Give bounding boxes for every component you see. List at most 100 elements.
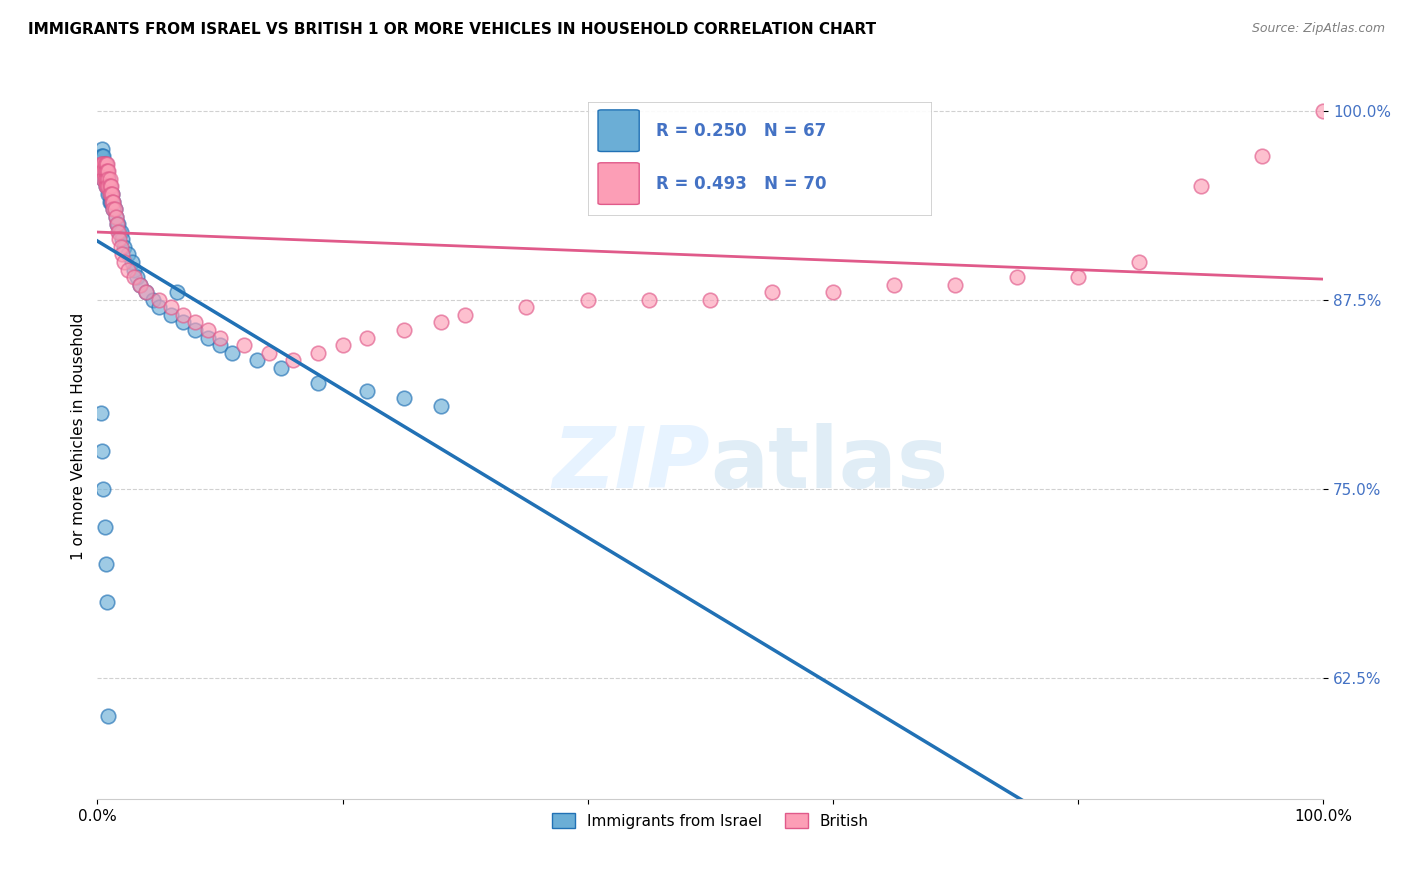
Point <box>166 285 188 300</box>
Point <box>93 164 115 178</box>
Point <box>97 186 120 201</box>
Point <box>129 277 152 292</box>
Point <box>93 157 115 171</box>
Point <box>105 217 128 231</box>
Point <box>270 360 292 375</box>
Y-axis label: 1 or more Vehicles in Household: 1 or more Vehicles in Household <box>72 312 86 559</box>
Point <box>94 558 117 572</box>
Point <box>257 345 280 359</box>
Point <box>111 247 134 261</box>
Point <box>141 293 163 307</box>
Point <box>103 194 125 209</box>
Point <box>184 323 207 337</box>
Point <box>103 202 125 216</box>
Point <box>93 164 115 178</box>
Point <box>98 171 121 186</box>
Point <box>105 217 128 231</box>
Point <box>1005 270 1028 285</box>
Point <box>91 164 114 178</box>
Point <box>148 301 170 315</box>
Point <box>638 293 661 307</box>
Point <box>576 293 599 307</box>
Point <box>93 157 115 171</box>
Point <box>103 202 125 216</box>
Point <box>93 149 115 163</box>
Text: atlas: atlas <box>710 424 949 507</box>
Point <box>148 293 170 307</box>
Point <box>1189 179 1212 194</box>
Point <box>98 186 121 201</box>
Point <box>98 179 121 194</box>
Point <box>454 308 477 322</box>
Point <box>103 194 125 209</box>
Point <box>112 255 135 269</box>
Point <box>107 217 129 231</box>
Point <box>121 255 143 269</box>
Point <box>356 330 378 344</box>
Point <box>184 316 207 330</box>
Point <box>97 171 120 186</box>
Point <box>392 323 415 337</box>
Point <box>97 164 120 178</box>
Point <box>101 194 124 209</box>
Point <box>94 157 117 171</box>
Point <box>821 285 844 300</box>
Point <box>1067 270 1090 285</box>
Point <box>104 210 127 224</box>
Point <box>93 171 115 186</box>
Point <box>392 391 415 405</box>
Point <box>135 285 157 300</box>
Point <box>172 316 194 330</box>
Point <box>111 232 134 246</box>
Point <box>90 157 112 171</box>
Point <box>97 171 120 186</box>
Point <box>1128 255 1150 269</box>
Point <box>91 157 114 171</box>
Point <box>1251 149 1274 163</box>
Point <box>93 482 115 496</box>
Point <box>94 171 117 186</box>
Point <box>91 444 114 458</box>
Point <box>98 194 121 209</box>
Point <box>122 270 145 285</box>
Point <box>94 171 117 186</box>
Point <box>110 225 132 239</box>
Point <box>97 179 120 194</box>
Point <box>96 179 118 194</box>
Point <box>93 171 115 186</box>
Point <box>93 164 115 178</box>
Point <box>221 345 243 359</box>
Point <box>93 157 115 171</box>
Point <box>97 179 120 194</box>
Legend: Immigrants from Israel, British: Immigrants from Israel, British <box>546 806 875 835</box>
Point <box>96 164 118 178</box>
Point <box>93 157 115 171</box>
Point <box>94 179 117 194</box>
Point <box>96 164 118 178</box>
Point <box>117 247 139 261</box>
Point <box>699 293 721 307</box>
Point <box>90 157 112 171</box>
Text: Source: ZipAtlas.com: Source: ZipAtlas.com <box>1251 22 1385 36</box>
Text: ZIP: ZIP <box>553 424 710 507</box>
Point <box>96 179 118 194</box>
Point <box>1312 103 1334 118</box>
Point <box>761 285 783 300</box>
Point <box>246 353 269 368</box>
Point <box>108 232 131 246</box>
Point <box>96 171 118 186</box>
Point <box>945 277 967 292</box>
Point <box>110 240 132 254</box>
Point <box>94 179 117 194</box>
Point <box>332 338 354 352</box>
Point <box>96 157 118 171</box>
Point <box>101 186 124 201</box>
Text: IMMIGRANTS FROM ISRAEL VS BRITISH 1 OR MORE VEHICLES IN HOUSEHOLD CORRELATION CH: IMMIGRANTS FROM ISRAEL VS BRITISH 1 OR M… <box>28 22 876 37</box>
Point <box>112 240 135 254</box>
Point <box>100 186 122 201</box>
Point <box>356 384 378 398</box>
Point <box>307 376 329 390</box>
Point <box>100 186 122 201</box>
Point <box>101 186 124 201</box>
Point <box>208 338 231 352</box>
